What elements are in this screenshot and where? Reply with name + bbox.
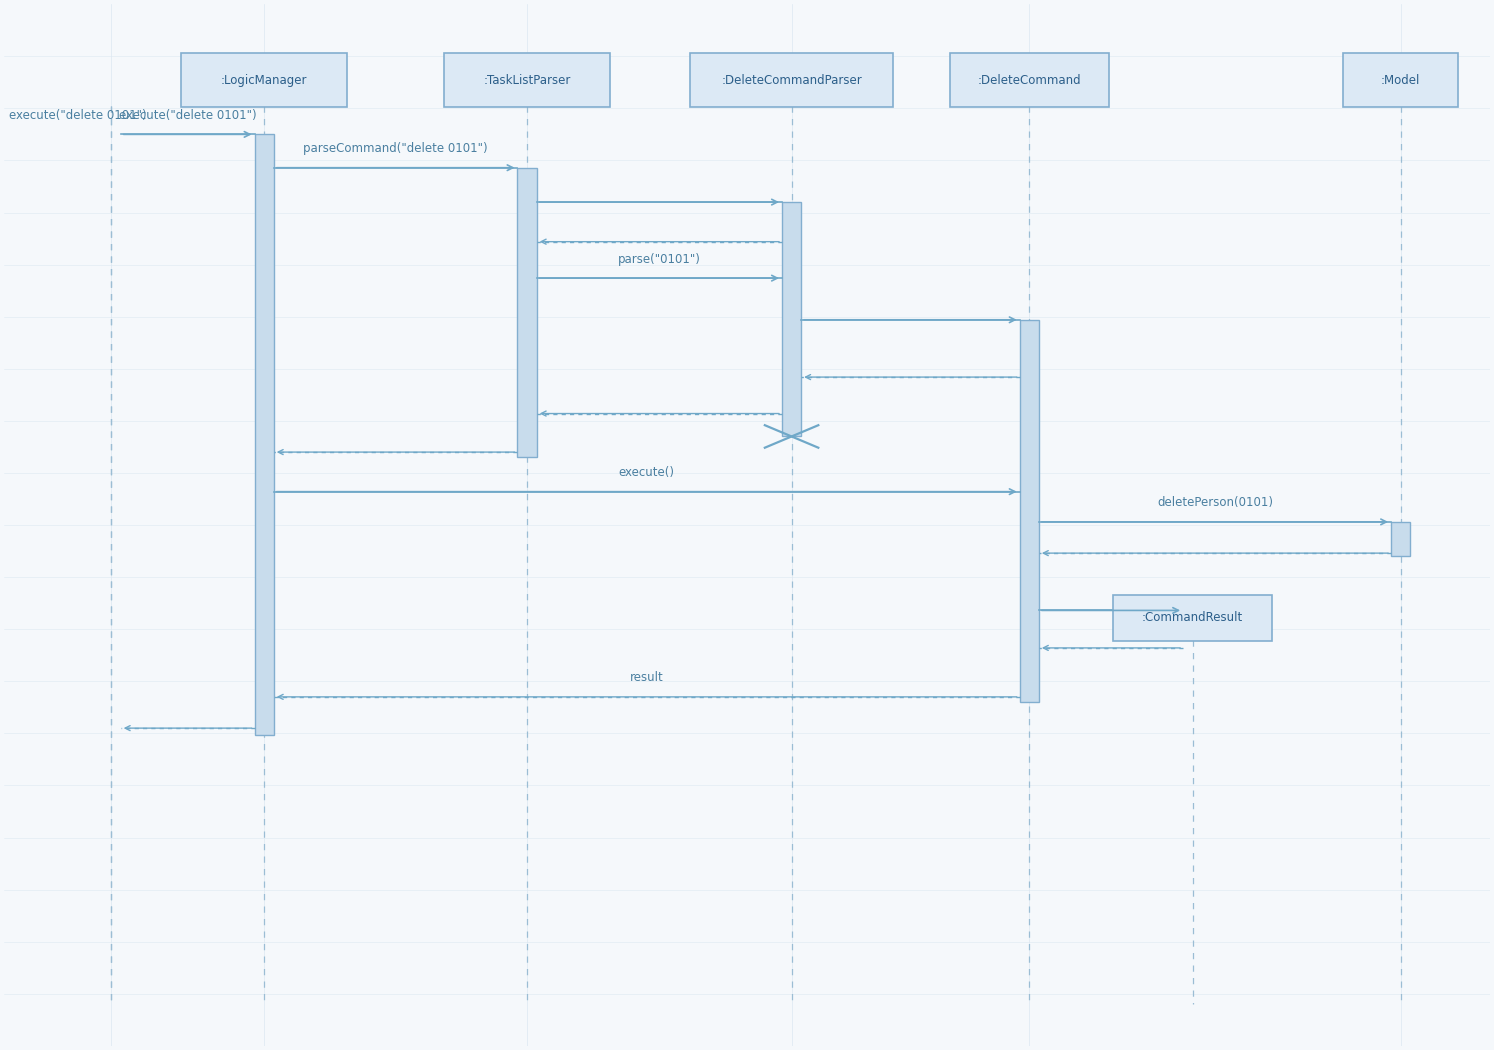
Text: result: result [630,671,663,685]
FancyBboxPatch shape [1391,522,1410,556]
FancyBboxPatch shape [181,54,348,107]
FancyBboxPatch shape [1113,594,1273,640]
Text: :CommandResult: :CommandResult [1141,611,1243,624]
FancyBboxPatch shape [950,54,1109,107]
FancyBboxPatch shape [1019,320,1038,702]
Text: execute("delete 0101"): execute("delete 0101") [9,109,146,122]
Text: :TaskListParser: :TaskListParser [484,74,571,87]
FancyBboxPatch shape [444,54,611,107]
FancyBboxPatch shape [781,202,801,437]
Text: execute("delete 0101"): execute("delete 0101") [120,109,257,122]
Text: execute(): execute() [619,466,675,479]
FancyBboxPatch shape [517,168,536,458]
Text: parseCommand("delete 0101"): parseCommand("delete 0101") [303,142,489,155]
Text: :Model: :Model [1380,74,1421,87]
Text: :DeleteCommandParser: :DeleteCommandParser [722,74,862,87]
FancyBboxPatch shape [254,134,273,735]
Text: :DeleteCommand: :DeleteCommand [977,74,1082,87]
FancyBboxPatch shape [1343,54,1458,107]
Text: parse("0101"): parse("0101") [619,253,701,266]
FancyBboxPatch shape [690,54,893,107]
Text: :LogicManager: :LogicManager [221,74,308,87]
Text: deletePerson(0101): deletePerson(0101) [1156,497,1273,509]
